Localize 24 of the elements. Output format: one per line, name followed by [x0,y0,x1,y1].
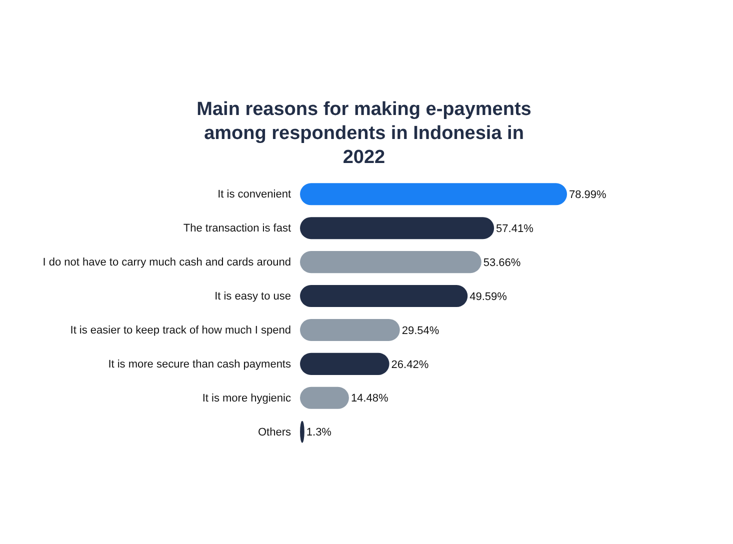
y-tick-label: It is easier to keep track of how much I spend [70,324,291,336]
chart-title: Main reasons for making e-payments among respondents in Indonesia in 2022 [196,99,532,168]
y-tick-label: It is convenient [218,188,291,201]
data-label: 14.48% [350,392,388,405]
y-tick-label: I do not have to carry much cash and cards around [42,256,291,269]
data-label: 78.99% [569,189,607,201]
bar [300,318,400,342]
data-label: 1.3% [306,426,332,439]
data-label: 53.66% [483,256,521,269]
bar [300,217,494,240]
y-tick-label: The transaction is fast [183,222,291,235]
bar [300,386,349,409]
data-label: 57.41% [496,222,534,235]
bar [300,284,468,308]
data-label: 26.42% [391,358,429,371]
bar [300,251,482,274]
y-tick-label: It is more hygienic [202,392,292,404]
y-tick-label: It is more secure than cash payments [108,358,292,370]
y-tick-label: Others [258,426,292,438]
data-label: 49.59% [470,290,508,303]
bar [300,183,567,206]
y-tick-label: It is easy to use [214,290,291,303]
data-label: 29.54% [402,324,440,337]
bar [300,352,390,375]
